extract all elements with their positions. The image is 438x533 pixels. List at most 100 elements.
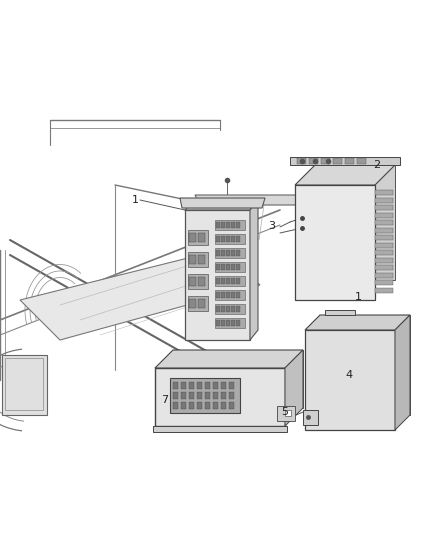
- FancyBboxPatch shape: [221, 306, 225, 312]
- FancyBboxPatch shape: [333, 158, 342, 164]
- FancyBboxPatch shape: [215, 276, 245, 286]
- Polygon shape: [173, 350, 303, 408]
- FancyBboxPatch shape: [205, 382, 210, 389]
- Text: 1: 1: [354, 292, 361, 302]
- FancyBboxPatch shape: [221, 392, 226, 399]
- FancyBboxPatch shape: [181, 392, 186, 399]
- FancyBboxPatch shape: [306, 192, 331, 210]
- FancyBboxPatch shape: [198, 233, 205, 242]
- Text: 3: 3: [268, 221, 276, 231]
- FancyBboxPatch shape: [236, 306, 240, 312]
- FancyBboxPatch shape: [221, 278, 225, 284]
- Polygon shape: [305, 330, 395, 430]
- FancyBboxPatch shape: [231, 278, 235, 284]
- FancyBboxPatch shape: [375, 220, 393, 225]
- FancyBboxPatch shape: [357, 158, 366, 164]
- FancyBboxPatch shape: [197, 382, 202, 389]
- FancyBboxPatch shape: [226, 222, 230, 228]
- FancyBboxPatch shape: [221, 382, 226, 389]
- Polygon shape: [155, 368, 285, 426]
- Polygon shape: [250, 200, 258, 340]
- FancyBboxPatch shape: [216, 320, 220, 326]
- FancyBboxPatch shape: [170, 378, 240, 413]
- FancyBboxPatch shape: [375, 250, 393, 255]
- Polygon shape: [180, 198, 265, 208]
- FancyBboxPatch shape: [189, 299, 196, 308]
- FancyBboxPatch shape: [216, 222, 220, 228]
- Polygon shape: [185, 200, 258, 210]
- Text: 4: 4: [346, 370, 353, 380]
- FancyBboxPatch shape: [215, 262, 245, 272]
- FancyBboxPatch shape: [226, 250, 230, 256]
- Polygon shape: [395, 315, 410, 430]
- FancyBboxPatch shape: [236, 222, 240, 228]
- FancyBboxPatch shape: [221, 320, 225, 326]
- FancyBboxPatch shape: [215, 304, 245, 314]
- FancyBboxPatch shape: [231, 292, 235, 298]
- FancyBboxPatch shape: [216, 278, 220, 284]
- FancyBboxPatch shape: [229, 382, 234, 389]
- FancyBboxPatch shape: [375, 213, 393, 217]
- FancyBboxPatch shape: [215, 318, 245, 328]
- Polygon shape: [305, 315, 410, 330]
- FancyBboxPatch shape: [215, 220, 245, 230]
- FancyBboxPatch shape: [221, 292, 225, 298]
- Text: 7: 7: [162, 395, 169, 405]
- FancyBboxPatch shape: [221, 250, 225, 256]
- FancyBboxPatch shape: [303, 410, 318, 425]
- FancyBboxPatch shape: [277, 406, 295, 421]
- FancyBboxPatch shape: [345, 158, 354, 164]
- FancyBboxPatch shape: [236, 320, 240, 326]
- FancyBboxPatch shape: [216, 306, 220, 312]
- FancyBboxPatch shape: [297, 158, 306, 164]
- FancyBboxPatch shape: [226, 292, 230, 298]
- FancyBboxPatch shape: [205, 402, 210, 409]
- FancyBboxPatch shape: [229, 402, 234, 409]
- FancyBboxPatch shape: [216, 292, 220, 298]
- FancyBboxPatch shape: [215, 248, 245, 258]
- FancyBboxPatch shape: [375, 265, 393, 270]
- FancyBboxPatch shape: [173, 402, 178, 409]
- FancyBboxPatch shape: [231, 320, 235, 326]
- FancyBboxPatch shape: [229, 392, 234, 399]
- FancyBboxPatch shape: [236, 278, 240, 284]
- FancyBboxPatch shape: [236, 250, 240, 256]
- FancyBboxPatch shape: [215, 234, 245, 244]
- FancyBboxPatch shape: [309, 158, 318, 164]
- Polygon shape: [325, 310, 355, 315]
- FancyBboxPatch shape: [226, 306, 230, 312]
- FancyBboxPatch shape: [197, 402, 202, 409]
- FancyBboxPatch shape: [188, 296, 208, 311]
- FancyBboxPatch shape: [215, 290, 245, 300]
- FancyBboxPatch shape: [188, 252, 208, 267]
- FancyBboxPatch shape: [221, 222, 225, 228]
- FancyBboxPatch shape: [189, 233, 196, 242]
- FancyBboxPatch shape: [236, 264, 240, 270]
- Polygon shape: [20, 250, 260, 340]
- FancyBboxPatch shape: [216, 236, 220, 242]
- FancyBboxPatch shape: [221, 236, 225, 242]
- FancyBboxPatch shape: [375, 198, 393, 203]
- FancyBboxPatch shape: [189, 392, 194, 399]
- FancyBboxPatch shape: [375, 190, 393, 195]
- FancyBboxPatch shape: [188, 230, 208, 245]
- Polygon shape: [315, 165, 395, 280]
- FancyBboxPatch shape: [221, 264, 225, 270]
- FancyBboxPatch shape: [375, 228, 393, 232]
- FancyBboxPatch shape: [181, 402, 186, 409]
- FancyBboxPatch shape: [189, 382, 194, 389]
- FancyBboxPatch shape: [173, 382, 178, 389]
- FancyBboxPatch shape: [189, 402, 194, 409]
- FancyBboxPatch shape: [197, 392, 202, 399]
- Polygon shape: [290, 157, 400, 165]
- FancyBboxPatch shape: [236, 236, 240, 242]
- FancyBboxPatch shape: [198, 255, 205, 264]
- FancyBboxPatch shape: [236, 292, 240, 298]
- FancyBboxPatch shape: [226, 320, 230, 326]
- FancyBboxPatch shape: [226, 278, 230, 284]
- FancyBboxPatch shape: [216, 264, 220, 270]
- FancyBboxPatch shape: [375, 272, 393, 278]
- Text: 2: 2: [374, 160, 381, 170]
- FancyBboxPatch shape: [375, 287, 393, 293]
- FancyBboxPatch shape: [2, 355, 47, 415]
